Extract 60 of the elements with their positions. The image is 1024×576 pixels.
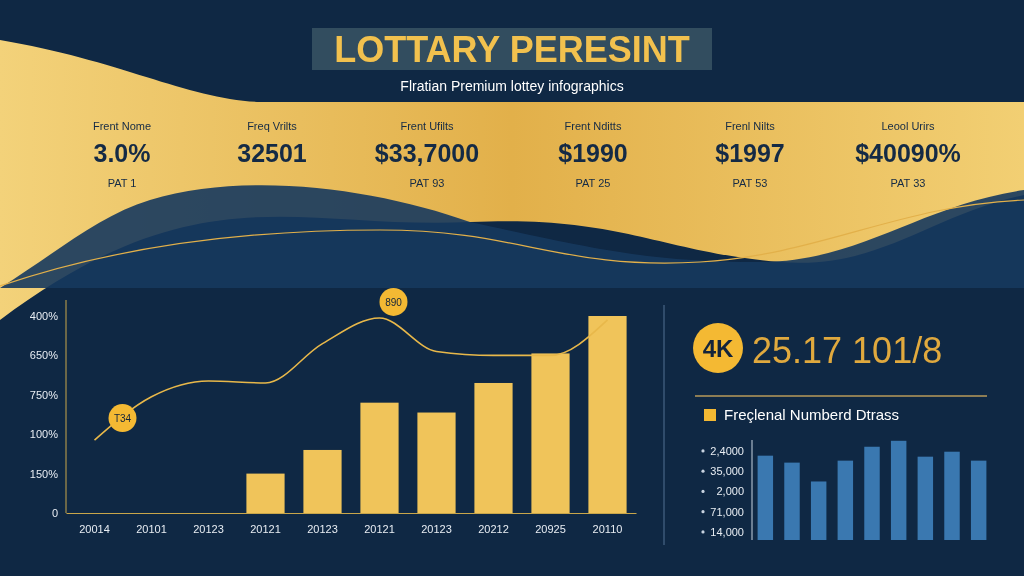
text: 14,000 [710, 525, 744, 538]
text: PAT 1 [107, 177, 137, 189]
text: 25.17 101/8 [752, 330, 943, 371]
text: PAT 33 [890, 177, 926, 189]
x-tick-label: 20121 [250, 522, 281, 535]
bar [417, 412, 456, 513]
text: PAT 25 [575, 177, 611, 189]
bar [246, 473, 285, 513]
text: Frenl Nilts [725, 120, 776, 132]
text: Flratian Premium lottey infographics [400, 78, 624, 94]
text: 100% [29, 428, 59, 441]
text: PAT 93 [409, 177, 445, 189]
x-tick-label: 20014 [79, 522, 110, 535]
text: 0 [51, 507, 58, 519]
text: PAT 53 [732, 177, 768, 189]
text: 650% [29, 349, 59, 362]
annotation: T34 [113, 413, 132, 425]
x-tick-label: 20212 [478, 522, 509, 535]
text: 32501 [237, 139, 307, 167]
text: Freq Vrilts [247, 120, 298, 132]
bar [917, 456, 934, 540]
x-tick-label: 20101 [136, 522, 167, 535]
x-tick-label: 20123 [421, 522, 452, 535]
bar [944, 451, 960, 540]
bar [810, 481, 827, 540]
text: $40090% [855, 139, 961, 167]
chart-title: Freçlenal Numberd Dtrass [724, 406, 900, 423]
text: $33,7000 [374, 139, 480, 167]
text: 3.0% [93, 139, 151, 167]
bar [837, 460, 854, 540]
x-tick-label: 20121 [364, 522, 395, 535]
text: $1990 [558, 139, 628, 167]
text: 71,000 [710, 505, 744, 518]
text: Leool Urirs [881, 120, 936, 132]
text: 4K [702, 335, 734, 362]
text: 890 [385, 296, 403, 308]
text: 2,000 [716, 485, 744, 498]
bar [757, 455, 774, 540]
x-tick-label: 20110 [592, 522, 623, 535]
bar [474, 382, 513, 513]
bar [303, 449, 342, 513]
text: 400% [29, 310, 59, 322]
x-tick-label: 20925 [535, 522, 566, 535]
x-tick-label: 20123 [307, 522, 338, 535]
text: 35,000 [710, 465, 744, 478]
bar [531, 353, 570, 513]
bar [588, 316, 627, 513]
x-tick-label: 20123 [193, 522, 224, 535]
bar [890, 440, 907, 540]
bar [360, 402, 399, 513]
text: Frent Nome [92, 120, 152, 132]
text: Frent Ufilts [400, 120, 455, 132]
text: $1997 [715, 139, 785, 167]
bar [784, 462, 800, 540]
bar [970, 460, 987, 540]
text: 2,4000 [710, 444, 744, 457]
text: Frent Nditts [564, 120, 622, 132]
text: 150% [29, 467, 59, 480]
text: 750% [29, 388, 59, 401]
bar [864, 446, 880, 540]
